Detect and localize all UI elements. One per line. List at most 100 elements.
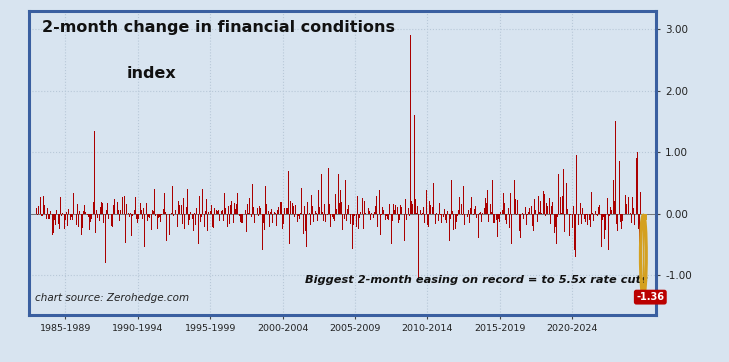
Bar [82, 214, 83, 228]
Bar [535, 210, 537, 214]
Bar [525, 207, 526, 214]
Bar [472, 214, 474, 215]
Bar [98, 214, 100, 221]
Bar [113, 205, 114, 214]
Bar [154, 189, 155, 214]
Bar [149, 214, 150, 218]
Bar [259, 206, 260, 214]
Bar [469, 214, 470, 223]
Bar [483, 208, 485, 214]
Bar [313, 214, 314, 222]
Bar [328, 168, 329, 214]
Bar [325, 214, 327, 222]
Bar [71, 214, 72, 217]
Bar [109, 214, 111, 216]
Bar [556, 214, 557, 244]
Bar [316, 213, 317, 214]
Bar [468, 210, 469, 214]
Bar [194, 213, 195, 214]
Bar [394, 210, 395, 214]
Bar [94, 131, 95, 214]
Bar [405, 199, 406, 214]
Bar [192, 214, 194, 231]
Bar [264, 214, 265, 230]
Bar [195, 214, 196, 225]
Bar [165, 212, 166, 214]
Bar [124, 196, 125, 214]
Bar [137, 214, 139, 223]
Bar [364, 201, 365, 214]
Bar [171, 213, 172, 214]
Bar [593, 214, 594, 221]
Bar [512, 214, 513, 219]
Bar [561, 213, 562, 214]
Bar [347, 209, 348, 214]
Bar [65, 214, 66, 220]
Bar [37, 214, 38, 215]
Bar [357, 195, 358, 214]
Bar [632, 197, 633, 214]
Bar [452, 211, 453, 214]
Bar [129, 214, 130, 217]
Bar [345, 180, 346, 214]
Bar [130, 212, 131, 214]
Bar [67, 214, 69, 226]
Bar [119, 214, 120, 221]
Bar [49, 214, 50, 219]
Bar [271, 209, 272, 214]
Bar [376, 196, 377, 214]
Bar [424, 214, 426, 223]
Bar [546, 203, 547, 214]
Bar [481, 214, 482, 222]
Bar [428, 214, 429, 227]
Bar [117, 202, 118, 214]
Bar [370, 214, 371, 220]
Bar [498, 214, 499, 219]
Bar [580, 203, 581, 214]
Bar [451, 180, 452, 214]
Bar [459, 197, 461, 214]
Bar [83, 211, 84, 214]
Bar [242, 214, 243, 223]
Bar [208, 211, 209, 214]
Bar [609, 214, 610, 216]
Bar [485, 198, 486, 214]
Bar [494, 214, 496, 223]
Bar [54, 214, 55, 220]
Bar [72, 214, 73, 220]
Bar [644, 214, 645, 221]
Bar [102, 203, 104, 214]
Bar [87, 214, 89, 217]
Bar [76, 214, 77, 225]
Bar [457, 214, 458, 216]
Bar [114, 199, 115, 214]
Bar [212, 214, 213, 227]
Bar [227, 206, 229, 214]
Bar [463, 186, 464, 214]
Bar [608, 214, 609, 251]
Bar [334, 214, 335, 221]
Bar [575, 214, 576, 257]
Bar [386, 214, 387, 216]
Bar [252, 184, 253, 214]
Bar [297, 214, 299, 216]
Bar [427, 214, 428, 225]
Bar [148, 214, 149, 217]
Bar [570, 214, 572, 215]
Bar [487, 190, 488, 214]
Bar [211, 205, 212, 214]
Bar [470, 208, 471, 214]
Bar [43, 196, 44, 214]
Bar [304, 206, 305, 214]
Bar [346, 214, 347, 222]
Bar [628, 197, 629, 214]
Bar [475, 206, 476, 214]
Bar [621, 214, 622, 229]
Bar [577, 214, 579, 225]
Bar [229, 214, 230, 224]
Bar [161, 214, 163, 215]
Bar [289, 214, 290, 244]
Bar [78, 214, 79, 227]
Bar [596, 214, 597, 215]
Bar [474, 209, 475, 214]
